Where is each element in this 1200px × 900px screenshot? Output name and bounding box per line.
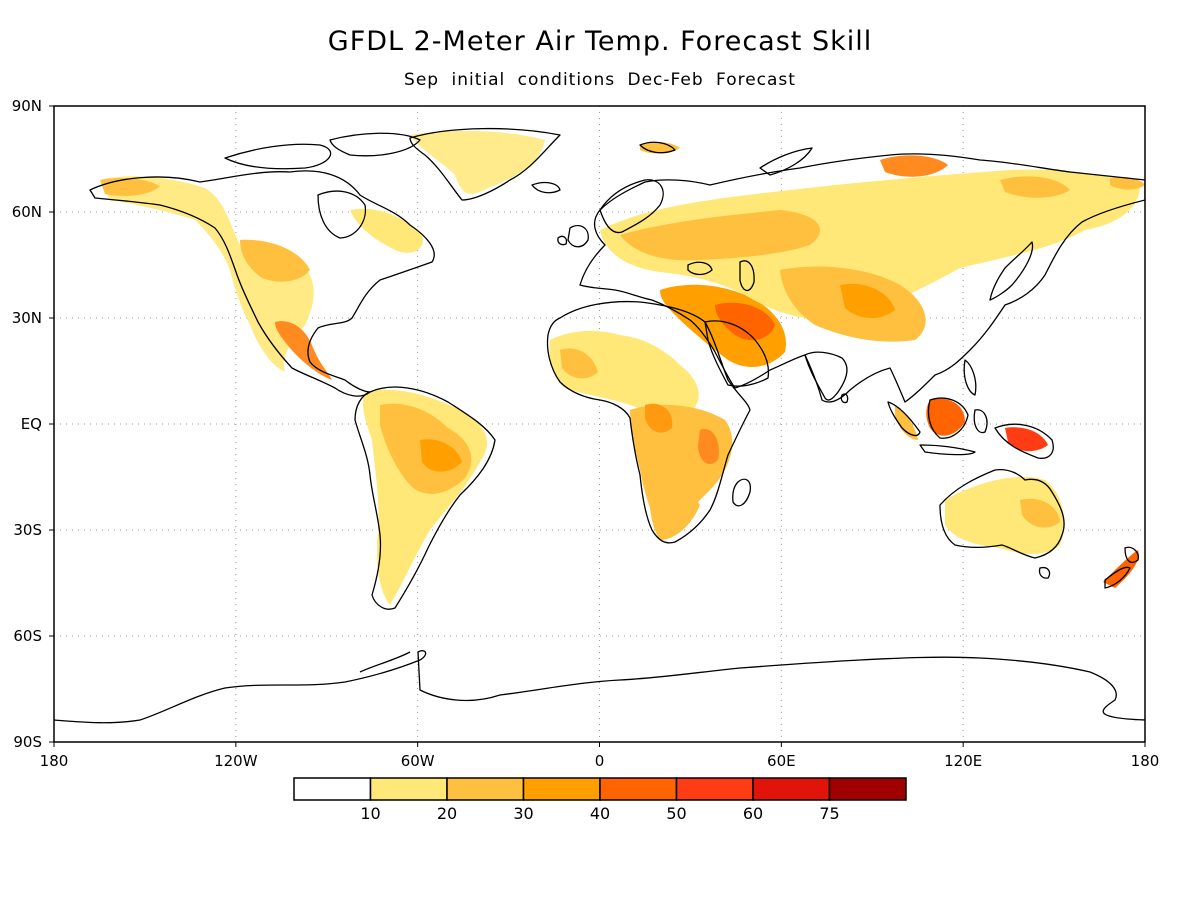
skill-region-new-guinea bbox=[1005, 427, 1048, 452]
coastline-sumatra bbox=[887, 401, 921, 437]
colorbar-label: 50 bbox=[666, 804, 686, 823]
lat-label: 90S bbox=[13, 733, 42, 751]
colorbar-label: 60 bbox=[743, 804, 763, 823]
lon-label: 180 bbox=[40, 752, 69, 770]
skill-region-australia bbox=[945, 476, 1065, 554]
colorbar-swatch bbox=[446, 777, 525, 801]
colorbar-swatch bbox=[675, 777, 754, 801]
skill-region-borneo bbox=[926, 398, 965, 436]
lat-label: 30S bbox=[13, 521, 42, 539]
coastline-hudson-bay bbox=[317, 190, 367, 239]
skill-region-quebec bbox=[350, 208, 423, 253]
coastline-svalbard bbox=[639, 141, 676, 154]
skill-region-west-africa bbox=[549, 330, 699, 416]
coastline-black-sea bbox=[687, 261, 713, 276]
skill-region-congo bbox=[645, 403, 673, 433]
lon-label: 60E bbox=[767, 752, 796, 770]
colorbar-swatch bbox=[522, 777, 601, 801]
skill-region-middle-east bbox=[660, 284, 786, 367]
colorbar-label: 10 bbox=[360, 804, 380, 823]
coastline-philippines bbox=[963, 359, 977, 396]
coastline-greenland bbox=[409, 127, 561, 201]
coastline-arabia bbox=[704, 320, 770, 387]
coastline-new-guinea bbox=[994, 423, 1054, 459]
colorbar-label: 20 bbox=[437, 804, 457, 823]
coastline-antarctic-peninsula bbox=[359, 651, 411, 673]
skill-region-sumatra bbox=[895, 405, 918, 440]
skill-region-tibet bbox=[840, 283, 895, 319]
skill-region-greenland bbox=[410, 130, 545, 194]
coastline-antarctica bbox=[54, 650, 1145, 724]
colorbar-swatch bbox=[752, 777, 831, 801]
coastline-australia bbox=[939, 469, 1065, 559]
skill-region-svalbard bbox=[640, 142, 680, 154]
colorbar-swatch bbox=[828, 777, 907, 801]
skill-region-mexico bbox=[275, 321, 332, 380]
skill-region-east-africa bbox=[698, 429, 719, 465]
coastline-new-zealand-south bbox=[1104, 566, 1131, 589]
colorbar-label: 40 bbox=[590, 804, 610, 823]
skill-region-siberia-north bbox=[880, 155, 948, 177]
coastline-north-america bbox=[89, 170, 435, 397]
coastlines bbox=[54, 127, 1145, 724]
colorbar-label: 30 bbox=[513, 804, 533, 823]
lon-label: 0 bbox=[595, 752, 605, 770]
coastline-madagascar bbox=[732, 478, 751, 507]
lon-label: 60W bbox=[401, 752, 435, 770]
skill-region-southern-africa bbox=[649, 479, 700, 540]
coastline-new-zealand-north bbox=[1124, 546, 1139, 563]
colorbar-label: 75 bbox=[819, 804, 839, 823]
coastline-india bbox=[804, 351, 848, 401]
coastline-great-britain bbox=[567, 225, 589, 248]
coastline-arctic-islands-east bbox=[329, 132, 421, 157]
coastline-sulawesi bbox=[973, 409, 988, 434]
lat-label: 90N bbox=[12, 97, 42, 115]
lat-label: EQ bbox=[21, 415, 42, 433]
map-subtitle: Sep initial conditions Dec-Feb Forecast bbox=[404, 70, 796, 90]
skill-region-russia-west bbox=[620, 210, 820, 261]
skill-region-north-america bbox=[100, 176, 314, 372]
coastline-arctic-islands-west bbox=[224, 143, 332, 170]
skill-region-west-africa-core bbox=[560, 348, 598, 379]
skill-region-iran bbox=[715, 302, 775, 341]
skill-region-chukotka bbox=[1110, 176, 1145, 190]
coastline-eurasia bbox=[579, 153, 1145, 403]
lat-label: 60N bbox=[12, 203, 42, 221]
lon-label: 120E bbox=[944, 752, 982, 770]
coastline-java bbox=[919, 444, 976, 456]
coastline-japan bbox=[989, 241, 1034, 301]
coastline-ireland bbox=[557, 235, 568, 246]
coastline-caspian-sea bbox=[739, 260, 755, 292]
colorbar-swatch bbox=[369, 777, 448, 801]
coastline-scandinavia bbox=[599, 179, 664, 234]
lon-label: 120W bbox=[214, 752, 258, 770]
coastline-novaya-zemlya bbox=[759, 147, 813, 176]
coastline-sri-lanka bbox=[840, 393, 849, 404]
lat-label: 60S bbox=[13, 627, 42, 645]
skill-region-alaska bbox=[100, 178, 160, 196]
skill-region-siberia-east bbox=[1000, 176, 1070, 198]
lat-label: 30N bbox=[12, 309, 42, 327]
colorbar-swatch bbox=[293, 777, 372, 801]
skill-region-northwest-us bbox=[240, 239, 310, 282]
colorbar-swatch bbox=[599, 777, 678, 801]
longitude-labels: 180 120W 60W 0 60E 120E 180 bbox=[40, 742, 1160, 770]
lon-label: 180 bbox=[1131, 752, 1160, 770]
coastline-borneo bbox=[927, 397, 969, 439]
latitude-labels: 90N 60N 30N EQ 30S 60S 90S bbox=[12, 97, 54, 751]
skill-region-eurasia bbox=[600, 169, 1140, 321]
skill-region-east-australia bbox=[1020, 498, 1060, 528]
coastline-tasmania bbox=[1038, 566, 1051, 579]
coastline-iceland bbox=[531, 181, 561, 194]
coastline-south-america bbox=[354, 386, 496, 610]
skill-shading bbox=[100, 130, 1145, 605]
colorbar: 10 20 30 40 50 60 75 bbox=[293, 777, 907, 823]
map-title: GFDL 2-Meter Air Temp. Forecast Skill bbox=[327, 26, 873, 57]
map-content bbox=[54, 127, 1145, 724]
skill-region-central-brazil bbox=[420, 439, 462, 472]
